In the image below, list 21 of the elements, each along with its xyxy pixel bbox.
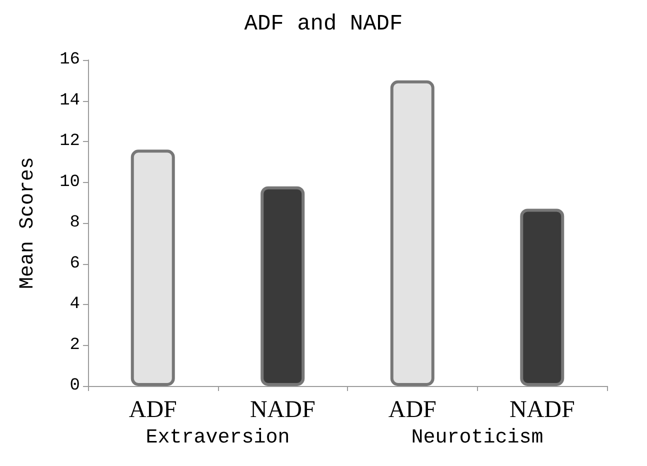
x-tick-label: ADF <box>128 397 177 423</box>
bar <box>130 150 175 386</box>
chart-title: ADF and NADF <box>244 12 403 36</box>
x-tick-label: NADF <box>509 397 575 423</box>
y-tick-label: 6 <box>70 254 80 274</box>
y-tick-label: 4 <box>70 295 80 314</box>
y-tick-label: 16 <box>60 50 80 70</box>
y-tick-label: 10 <box>60 172 80 192</box>
y-tick-label: 0 <box>70 376 80 396</box>
y-tick-label: 12 <box>60 132 80 151</box>
bar <box>260 186 305 386</box>
y-axis-title: Mean Scores <box>16 156 40 290</box>
text: Extraversion <box>146 426 290 450</box>
bar <box>390 80 434 386</box>
bar <box>520 208 564 386</box>
x-tick-label: ADF <box>388 397 436 423</box>
x-tick-label: NADF <box>250 397 316 423</box>
y-tick-label: 2 <box>70 336 80 355</box>
text: Neuroticism <box>411 426 544 450</box>
y-tick-label: 14 <box>60 91 80 110</box>
y-tick-label: 8 <box>70 214 80 232</box>
